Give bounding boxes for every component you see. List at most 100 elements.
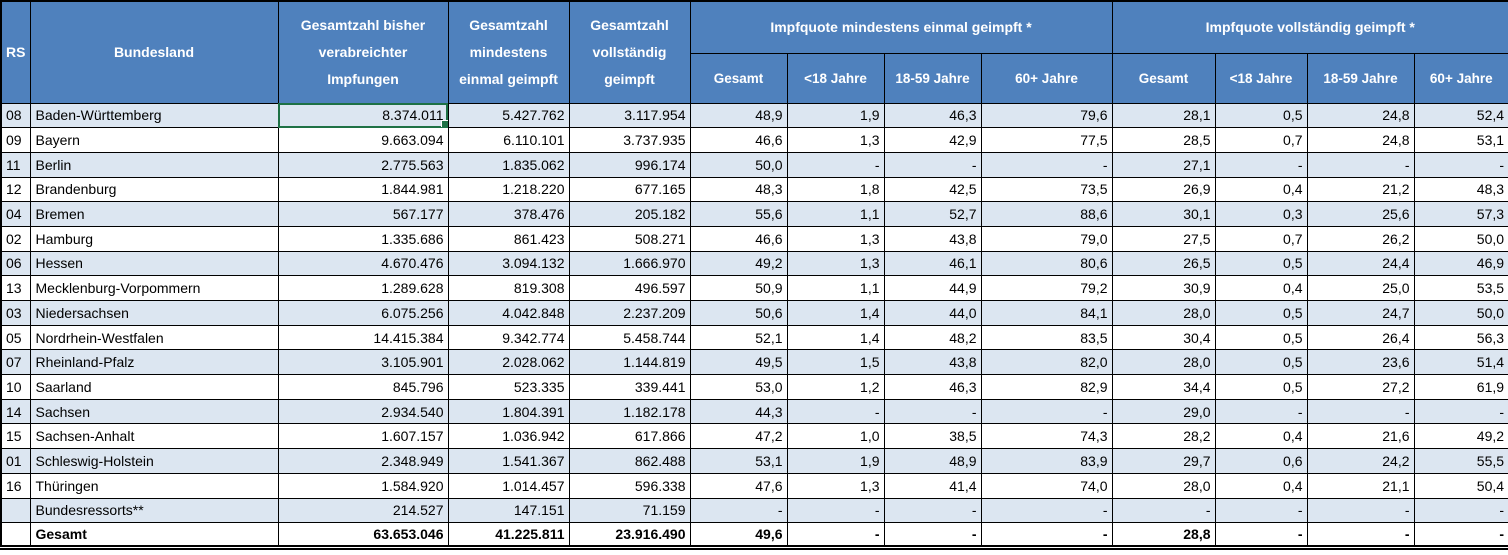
cell-value[interactable]: - [980,151,1113,178]
cell-value[interactable]: 1.666.970 [568,250,691,277]
cell-value[interactable]: - [980,398,1113,425]
cell-value[interactable]: 339.441 [568,374,691,400]
cell-rs[interactable]: 13 [0,275,31,301]
cell-bundesland[interactable]: Nordrhein-Westfalen [29,324,279,351]
cell-rs[interactable]: 08 [0,102,31,129]
cell-value[interactable]: 46,3 [883,102,982,129]
cell-value[interactable]: 79,6 [980,102,1113,129]
cell-value[interactable]: 2.237.209 [568,300,691,326]
cell-value[interactable]: 74,3 [980,423,1113,450]
cell-value[interactable]: 3.117.954 [568,102,691,129]
cell-value[interactable]: 1.014.457 [447,472,570,499]
cell-value[interactable]: - [1214,151,1308,178]
cell-value[interactable]: 83,9 [980,448,1113,474]
cell-value[interactable]: - [1306,497,1415,524]
cell-value[interactable]: 596.338 [568,472,691,499]
cell-rs[interactable]: 10 [0,374,31,400]
cell-value[interactable]: 26,9 [1111,176,1216,203]
cell-value[interactable]: 24,7 [1306,300,1415,326]
cell-value[interactable]: 2.775.563 [277,151,449,178]
header-first-gesamt[interactable]: Gesamt [689,52,788,104]
cell-value[interactable]: 26,2 [1306,225,1415,252]
cell-value[interactable]: 1.036.942 [447,423,570,450]
cell-bundesland[interactable]: Sachsen [29,398,279,425]
cell-value[interactable]: 23.916.490 [568,522,691,550]
cell-value[interactable]: 819.308 [447,275,570,301]
cell-value[interactable]: 82,0 [980,349,1113,376]
cell-bundesland[interactable]: Baden-Württemberg [29,102,279,129]
cell-value[interactable]: 55,6 [689,201,788,227]
cell-value[interactable]: 55,5 [1413,448,1508,474]
cell-value[interactable]: 42,5 [883,176,982,203]
cell-value[interactable]: 861.423 [447,225,570,252]
cell-value[interactable]: 0,4 [1214,176,1308,203]
cell-value[interactable]: 14.415.384 [277,324,449,351]
cell-value[interactable]: 77,5 [980,127,1113,153]
cell-value[interactable]: 28,8 [1111,522,1216,550]
cell-value[interactable]: 28,5 [1111,127,1216,153]
cell-value[interactable]: 5.458.744 [568,324,691,351]
cell-value[interactable]: 43,8 [883,349,982,376]
cell-value[interactable]: - [1306,398,1415,425]
cell-value[interactable]: 23,6 [1306,349,1415,376]
cell-value[interactable]: 53,1 [689,448,788,474]
cell-value[interactable]: - [1214,522,1308,550]
cell-rs[interactable]: 07 [0,349,31,376]
cell-value[interactable]: 27,5 [1111,225,1216,252]
cell-rs[interactable]: 01 [0,448,31,474]
cell-value[interactable]: 44,3 [689,398,788,425]
cell-value[interactable]: 1.144.819 [568,349,691,376]
cell-value[interactable]: 1.289.628 [277,275,449,301]
cell-value[interactable]: 53,1 [1413,127,1508,153]
cell-value[interactable]: - [1214,398,1308,425]
cell-value[interactable]: 52,7 [883,201,982,227]
cell-value[interactable]: 1,3 [786,472,885,499]
cell-value[interactable]: 82,9 [980,374,1113,400]
cell-value[interactable]: 24,2 [1306,448,1415,474]
cell-value[interactable]: 24,4 [1306,250,1415,277]
cell-value[interactable]: - [980,497,1113,524]
cell-value[interactable]: 49,2 [1413,423,1508,450]
cell-value[interactable]: 3.094.132 [447,250,570,277]
cell-value[interactable]: 0,4 [1214,423,1308,450]
cell-value[interactable]: 43,8 [883,225,982,252]
header-bundesland[interactable]: Bundesland [29,0,279,104]
cell-value[interactable]: 2.028.062 [447,349,570,376]
cell-rs[interactable]: 09 [0,127,31,153]
cell-value[interactable]: 51,4 [1413,349,1508,376]
cell-value[interactable]: - [1306,522,1415,550]
cell-value[interactable]: 523.335 [447,374,570,400]
cell-value[interactable]: 0,7 [1214,225,1308,252]
cell-value[interactable]: 1,1 [786,201,885,227]
header-first-under18[interactable]: <18 Jahre [786,52,885,104]
cell-value[interactable]: 41.225.811 [447,522,570,550]
cell-value[interactable]: 378.476 [447,201,570,227]
cell-value[interactable]: - [1413,151,1508,178]
cell-value[interactable]: 49,5 [689,349,788,376]
cell-rs[interactable]: 04 [0,201,31,227]
cell-value[interactable]: 49,6 [689,522,788,550]
cell-value[interactable]: 48,3 [689,176,788,203]
cell-value[interactable]: 508.271 [568,225,691,252]
cell-value[interactable]: 48,2 [883,324,982,351]
cell-value[interactable]: 1,1 [786,275,885,301]
cell-value[interactable]: 48,9 [689,102,788,129]
cell-value[interactable]: 0,5 [1214,250,1308,277]
cell-value[interactable]: 47,6 [689,472,788,499]
cell-value[interactable]: 28,0 [1111,300,1216,326]
cell-bundesland[interactable]: Bremen [29,201,279,227]
cell-value[interactable]: - [1413,522,1508,550]
header-group-fully[interactable]: Impfquote vollständig geimpft * [1111,0,1508,54]
cell-value[interactable]: 2.348.949 [277,448,449,474]
cell-value[interactable]: 38,5 [883,423,982,450]
cell-value[interactable]: 677.165 [568,176,691,203]
cell-value[interactable]: 617.866 [568,423,691,450]
cell-value[interactable]: 57,3 [1413,201,1508,227]
cell-rs[interactable]: 02 [0,225,31,252]
header-full-60plus[interactable]: 60+ Jahre [1413,52,1508,104]
cell-value[interactable]: 996.174 [568,151,691,178]
cell-value[interactable]: 214.527 [277,497,449,524]
cell-value[interactable]: 1,5 [786,349,885,376]
cell-value[interactable]: 46,6 [689,225,788,252]
cell-bundesland[interactable]: Rheinland-Pfalz [29,349,279,376]
